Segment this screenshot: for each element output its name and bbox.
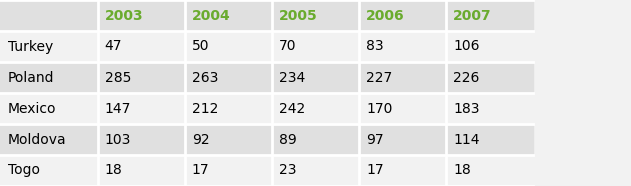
Text: 17: 17 [366, 163, 384, 177]
Text: 170: 170 [366, 102, 392, 116]
Bar [359, 31, 446, 62]
Bar [446, 0, 533, 31]
Text: 18: 18 [105, 163, 122, 177]
Text: 17: 17 [192, 163, 209, 177]
Text: 2004: 2004 [192, 9, 230, 23]
Bar [0, 155, 98, 186]
Text: Mexico: Mexico [8, 102, 56, 116]
Bar [185, 124, 272, 155]
Text: 285: 285 [105, 70, 131, 84]
Bar [272, 0, 359, 31]
Bar [359, 93, 446, 124]
Bar [98, 0, 185, 31]
Bar [185, 62, 272, 93]
Bar [0, 31, 98, 62]
Bar [98, 31, 185, 62]
Bar [272, 31, 359, 62]
Text: Togo: Togo [8, 163, 40, 177]
Bar [359, 0, 446, 31]
Bar [446, 31, 533, 62]
Bar [185, 0, 272, 31]
Text: 50: 50 [192, 39, 209, 54]
Text: 242: 242 [279, 102, 305, 116]
Bar [98, 124, 185, 155]
Bar [446, 124, 533, 155]
Text: 2003: 2003 [105, 9, 143, 23]
Bar [272, 124, 359, 155]
Text: 2006: 2006 [366, 9, 404, 23]
Text: 89: 89 [279, 132, 297, 147]
Text: 92: 92 [192, 132, 209, 147]
Bar [359, 124, 446, 155]
Bar [185, 155, 272, 186]
Bar [98, 155, 185, 186]
Bar [272, 93, 359, 124]
Bar [446, 155, 533, 186]
Text: 23: 23 [279, 163, 297, 177]
Bar [185, 93, 272, 124]
Text: 97: 97 [366, 132, 384, 147]
Bar [446, 93, 533, 124]
Text: 263: 263 [192, 70, 218, 84]
Text: 103: 103 [105, 132, 131, 147]
Text: 106: 106 [453, 39, 480, 54]
Bar [359, 62, 446, 93]
Text: 18: 18 [453, 163, 471, 177]
Bar [0, 124, 98, 155]
Bar [272, 155, 359, 186]
Text: 234: 234 [279, 70, 305, 84]
Bar [359, 155, 446, 186]
Bar [185, 31, 272, 62]
Text: Poland: Poland [8, 70, 54, 84]
Bar [446, 62, 533, 93]
Text: 70: 70 [279, 39, 297, 54]
Text: 83: 83 [366, 39, 384, 54]
Bar [98, 62, 185, 93]
Text: 147: 147 [105, 102, 131, 116]
Text: 183: 183 [453, 102, 480, 116]
Text: 227: 227 [366, 70, 392, 84]
Text: 2005: 2005 [279, 9, 317, 23]
Text: 212: 212 [192, 102, 218, 116]
Bar [98, 93, 185, 124]
Text: 226: 226 [453, 70, 480, 84]
Bar [0, 0, 98, 31]
Text: Turkey: Turkey [8, 39, 53, 54]
Bar [272, 62, 359, 93]
Bar [0, 62, 98, 93]
Text: 47: 47 [105, 39, 122, 54]
Text: 2007: 2007 [453, 9, 492, 23]
Bar [0, 93, 98, 124]
Text: Moldova: Moldova [8, 132, 66, 147]
Text: 114: 114 [453, 132, 480, 147]
